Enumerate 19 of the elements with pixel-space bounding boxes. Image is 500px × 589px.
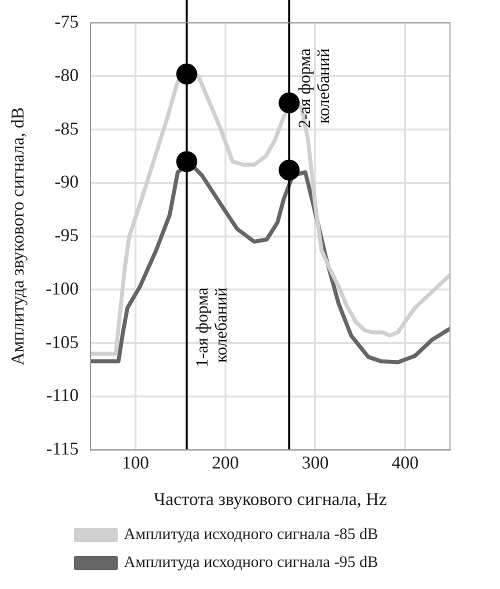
y-tick-label: -115 xyxy=(46,438,79,459)
x-tick-label: 300 xyxy=(302,452,329,472)
y-tick-label: -105 xyxy=(46,332,79,352)
y-tick-label: -75 xyxy=(54,12,79,32)
y-tick-label: -90 xyxy=(54,172,79,192)
y-tick-label: -100 xyxy=(46,278,79,298)
x-axis-title: Частота звукового сигнала, Hz xyxy=(154,488,387,509)
x-tick-label: 100 xyxy=(122,452,150,472)
ref-line-label: 1-ая форма колебаний xyxy=(192,287,231,368)
y-tick-label: -110 xyxy=(46,385,79,406)
y-tick-label: -95 xyxy=(54,225,79,246)
legend-label: Амплитуда исходного сигнала -95 dB xyxy=(124,554,378,572)
y-axis-title: Амплитуда звукового сигнала, dB xyxy=(8,107,28,366)
y-tick-label: -80 xyxy=(54,64,79,85)
ref-line-label: 2-ая форма колебаний xyxy=(295,48,334,128)
x-tick-label: 200 xyxy=(212,452,239,472)
legend-label: Амплитуда исходного сигнала -85 dB xyxy=(124,526,378,544)
x-tick-label: 400 xyxy=(392,452,419,472)
y-tick-label: -85 xyxy=(54,118,79,138)
